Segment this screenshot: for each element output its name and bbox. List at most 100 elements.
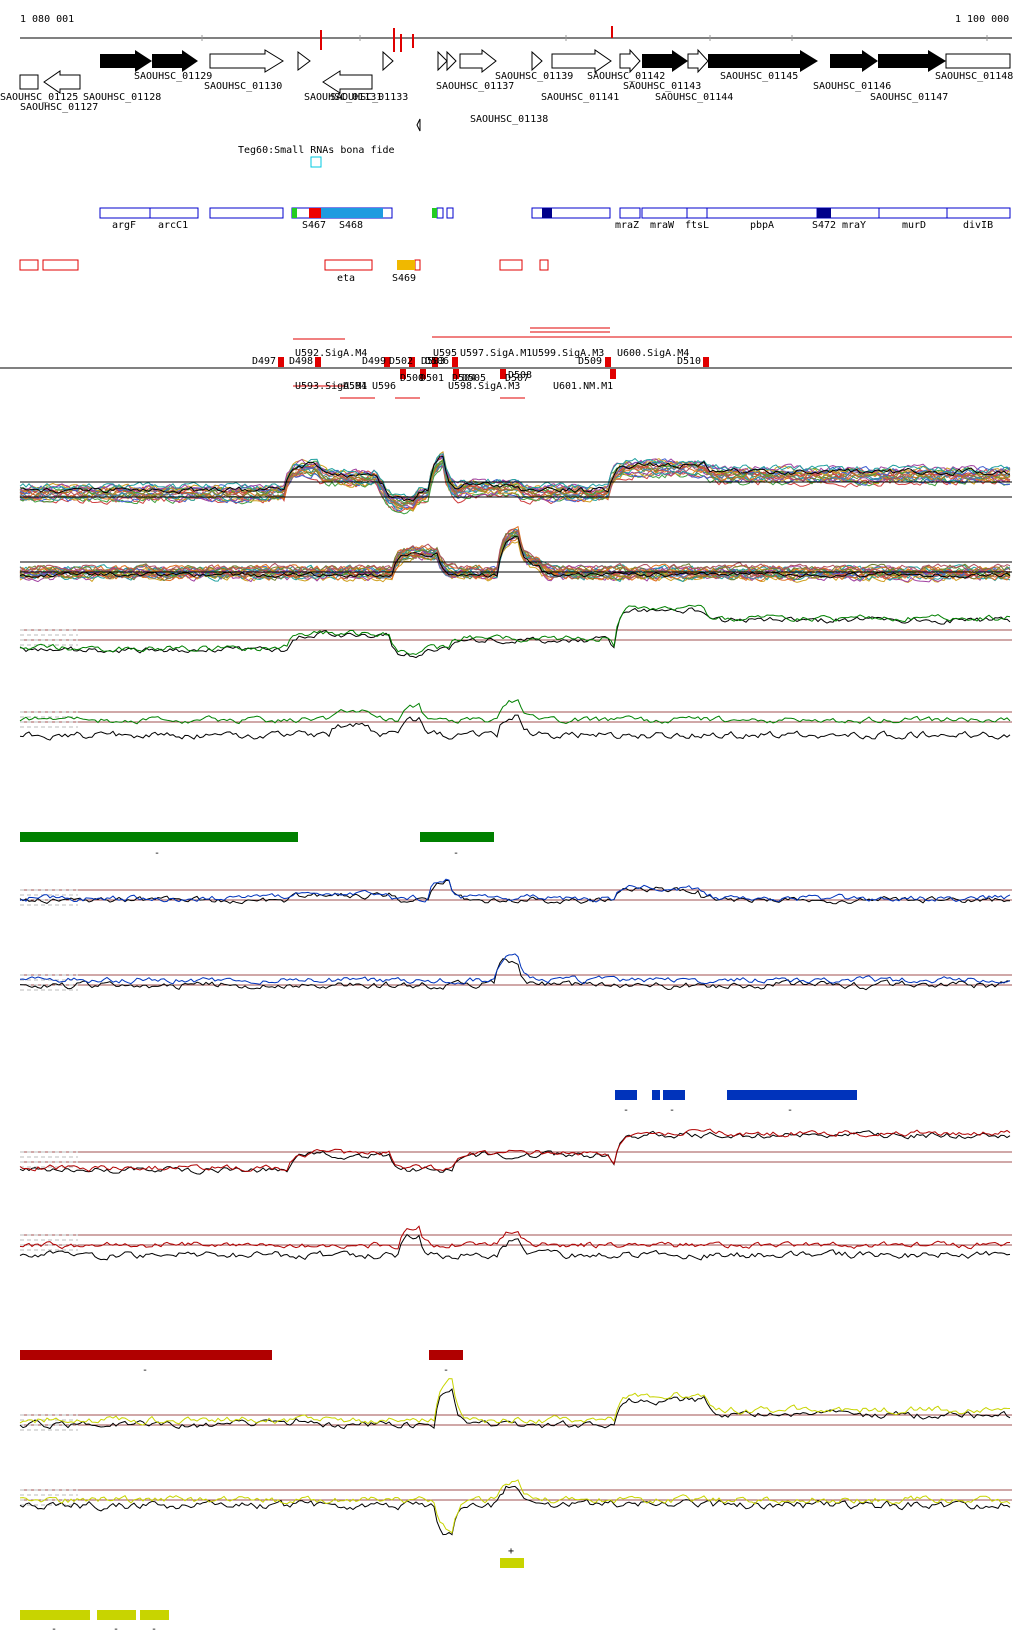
- gene-arrow-01145[interactable]: [708, 50, 818, 72]
- tu-marker[interactable]: [605, 357, 611, 367]
- feature-box[interactable]: [446, 207, 454, 219]
- tu-marker[interactable]: [400, 369, 406, 379]
- srna-feature[interactable]: [310, 156, 322, 168]
- srna-track-title: Teg60:Small RNAs bona fide: [238, 145, 395, 156]
- yellow-region-bar[interactable]: [500, 1558, 524, 1568]
- feature-dark[interactable]: [542, 208, 552, 218]
- feature-mraW[interactable]: [641, 207, 688, 219]
- tu-marker[interactable]: [452, 357, 458, 367]
- green-region-bar[interactable]: [20, 832, 298, 842]
- feature-label: mraW: [650, 220, 675, 231]
- tu-label: U592.SigA.M4: [295, 348, 367, 359]
- feature-label: S472: [812, 220, 836, 231]
- tu-label: D507: [505, 373, 529, 384]
- tu-marker[interactable]: [500, 369, 506, 379]
- feature-mraZ[interactable]: [619, 207, 641, 219]
- gene-arrow-01138[interactable]: [416, 118, 421, 132]
- region-sign: -: [142, 1365, 148, 1376]
- gene-arrow-small-e[interactable]: [531, 50, 543, 72]
- feature-box[interactable]: [436, 207, 444, 219]
- feature-murD[interactable]: [878, 207, 948, 219]
- blue-region-bar[interactable]: [663, 1090, 685, 1100]
- gene-arrow-01128[interactable]: [100, 50, 152, 72]
- feature-box[interactable]: [209, 207, 284, 219]
- tu-marker[interactable]: [409, 357, 415, 367]
- green-region-bar[interactable]: [420, 832, 494, 842]
- red-feature-S469[interactable]: [397, 260, 415, 270]
- gene-arrow-01144[interactable]: [687, 48, 709, 74]
- red-region-bar[interactable]: [429, 1350, 463, 1360]
- tu-marker[interactable]: [703, 357, 709, 367]
- tu-label: D501: [420, 373, 444, 384]
- yellow-region-bar[interactable]: [140, 1610, 169, 1620]
- gene-arrow-01142[interactable]: [619, 48, 641, 74]
- expression-trace: [19, 1485, 1011, 1536]
- tu-label: U600.SigA.M4: [617, 348, 689, 359]
- red-feature-eta[interactable]: [324, 259, 373, 271]
- tu-label: D497: [252, 356, 276, 367]
- region-sign: -: [113, 1624, 119, 1635]
- feature-pbpA[interactable]: [706, 207, 818, 219]
- tu-marker[interactable]: [610, 369, 616, 379]
- region-sign: -: [154, 848, 160, 859]
- expression-trace: [19, 953, 1011, 985]
- tu-label: U597.SigA.M1: [460, 348, 532, 359]
- blue-region-bar[interactable]: [727, 1090, 857, 1100]
- gene-arrow-01130[interactable]: [209, 49, 284, 73]
- gene-label: SAOUHSC_01139: [495, 71, 573, 82]
- feature-ftsL[interactable]: [686, 207, 708, 219]
- feature-label: S468: [339, 220, 363, 231]
- expression-trace: [19, 455, 1011, 502]
- gene-arrow-small-a[interactable]: [297, 51, 311, 71]
- blue-region-bar[interactable]: [652, 1090, 660, 1100]
- gene-arrow-01146[interactable]: [830, 50, 878, 72]
- feature-argF[interactable]: [99, 207, 151, 219]
- feature-green[interactable]: [432, 208, 437, 218]
- gene-arrow-01131[interactable]: [322, 70, 373, 94]
- yellow-region-bar[interactable]: [97, 1610, 136, 1620]
- feature-divIB[interactable]: [946, 207, 1011, 219]
- tu-marker[interactable]: [315, 357, 321, 367]
- gene-arrow-01129[interactable]: [152, 50, 198, 72]
- feature-S472[interactable]: [817, 208, 831, 218]
- tu-marker[interactable]: [453, 369, 459, 379]
- gene-arrow-small-c[interactable]: [437, 50, 448, 72]
- yellow-region-bar[interactable]: [20, 1610, 90, 1620]
- red-feature-track: eta S469: [19, 259, 549, 284]
- gene-arrow-01127[interactable]: [43, 70, 81, 94]
- red-feature[interactable]: [539, 259, 549, 271]
- feature-label: divIB: [963, 220, 993, 231]
- gene-arrow-small-b[interactable]: [382, 50, 394, 72]
- gene-arrow-small-d[interactable]: [446, 50, 457, 72]
- gene-label: SAOUHSC_01131: [304, 92, 382, 103]
- region-sign: -: [787, 1105, 793, 1116]
- blue-region-bar[interactable]: [615, 1090, 637, 1100]
- feature-box[interactable]: [531, 207, 611, 219]
- red-feature[interactable]: [19, 259, 39, 271]
- region-sign: -: [453, 848, 459, 859]
- red-feature[interactable]: [499, 259, 523, 271]
- gene-arrow-01147[interactable]: [878, 50, 946, 72]
- feature-S468[interactable]: [321, 208, 383, 218]
- red-feature[interactable]: [414, 259, 421, 271]
- tu-label: D506: [425, 356, 449, 367]
- red-feature[interactable]: [42, 259, 79, 271]
- gene-arrow-01137[interactable]: [459, 48, 497, 74]
- tu-marker[interactable]: [278, 357, 284, 367]
- feature-label: mraZ: [615, 220, 639, 231]
- tu-marker[interactable]: [420, 369, 426, 379]
- gene-box-01125[interactable]: [19, 74, 39, 90]
- red-region-bar[interactable]: [20, 1350, 272, 1360]
- red-feature-label: eta: [337, 273, 355, 284]
- gene-arrow-01148[interactable]: [945, 53, 1011, 69]
- gene-arrow-01143[interactable]: [642, 50, 688, 72]
- tu-marker[interactable]: [432, 357, 438, 367]
- tu-label: U594: [343, 381, 367, 392]
- feature-S467[interactable]: [309, 208, 321, 218]
- feature-green[interactable]: [292, 208, 297, 218]
- feature-arcC1[interactable]: [149, 207, 199, 219]
- tu-marker[interactable]: [384, 357, 390, 367]
- tu-label: D498: [289, 356, 313, 367]
- gene-arrow-01139[interactable]: [551, 49, 612, 73]
